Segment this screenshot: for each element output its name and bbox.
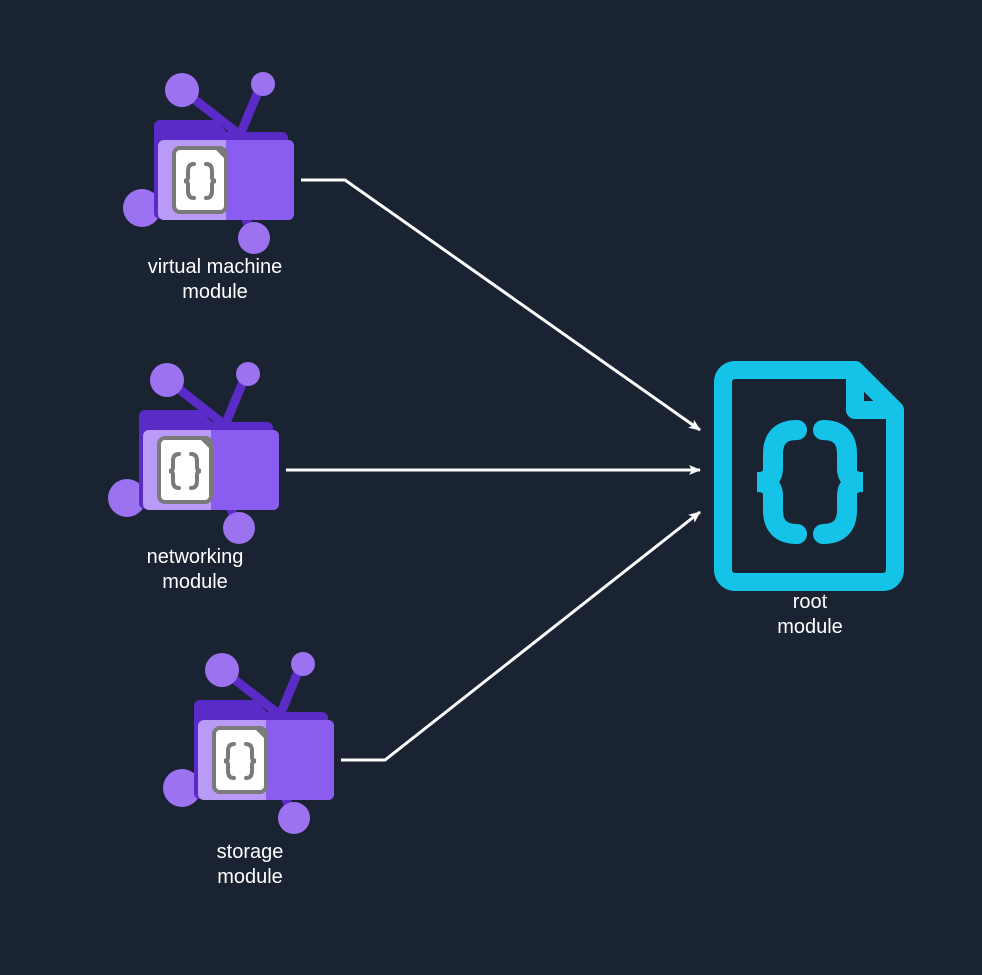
module-folder-icon: [163, 652, 334, 834]
node-label-storage: storage module: [150, 840, 350, 890]
diagram-canvas: virtual machine module networking module…: [0, 0, 982, 975]
node-label-vm: virtual machine module: [120, 255, 310, 305]
node-label-root: root module: [735, 590, 885, 640]
module-folder-icon: [123, 72, 294, 254]
module-folder-icon: [108, 362, 279, 544]
root-file-icon: [723, 370, 895, 582]
edge-storage-to-root: [341, 512, 700, 760]
node-label-networking: networking module: [95, 545, 295, 595]
edges-layer: [0, 0, 982, 975]
edge-vm-to-root: [301, 180, 700, 430]
